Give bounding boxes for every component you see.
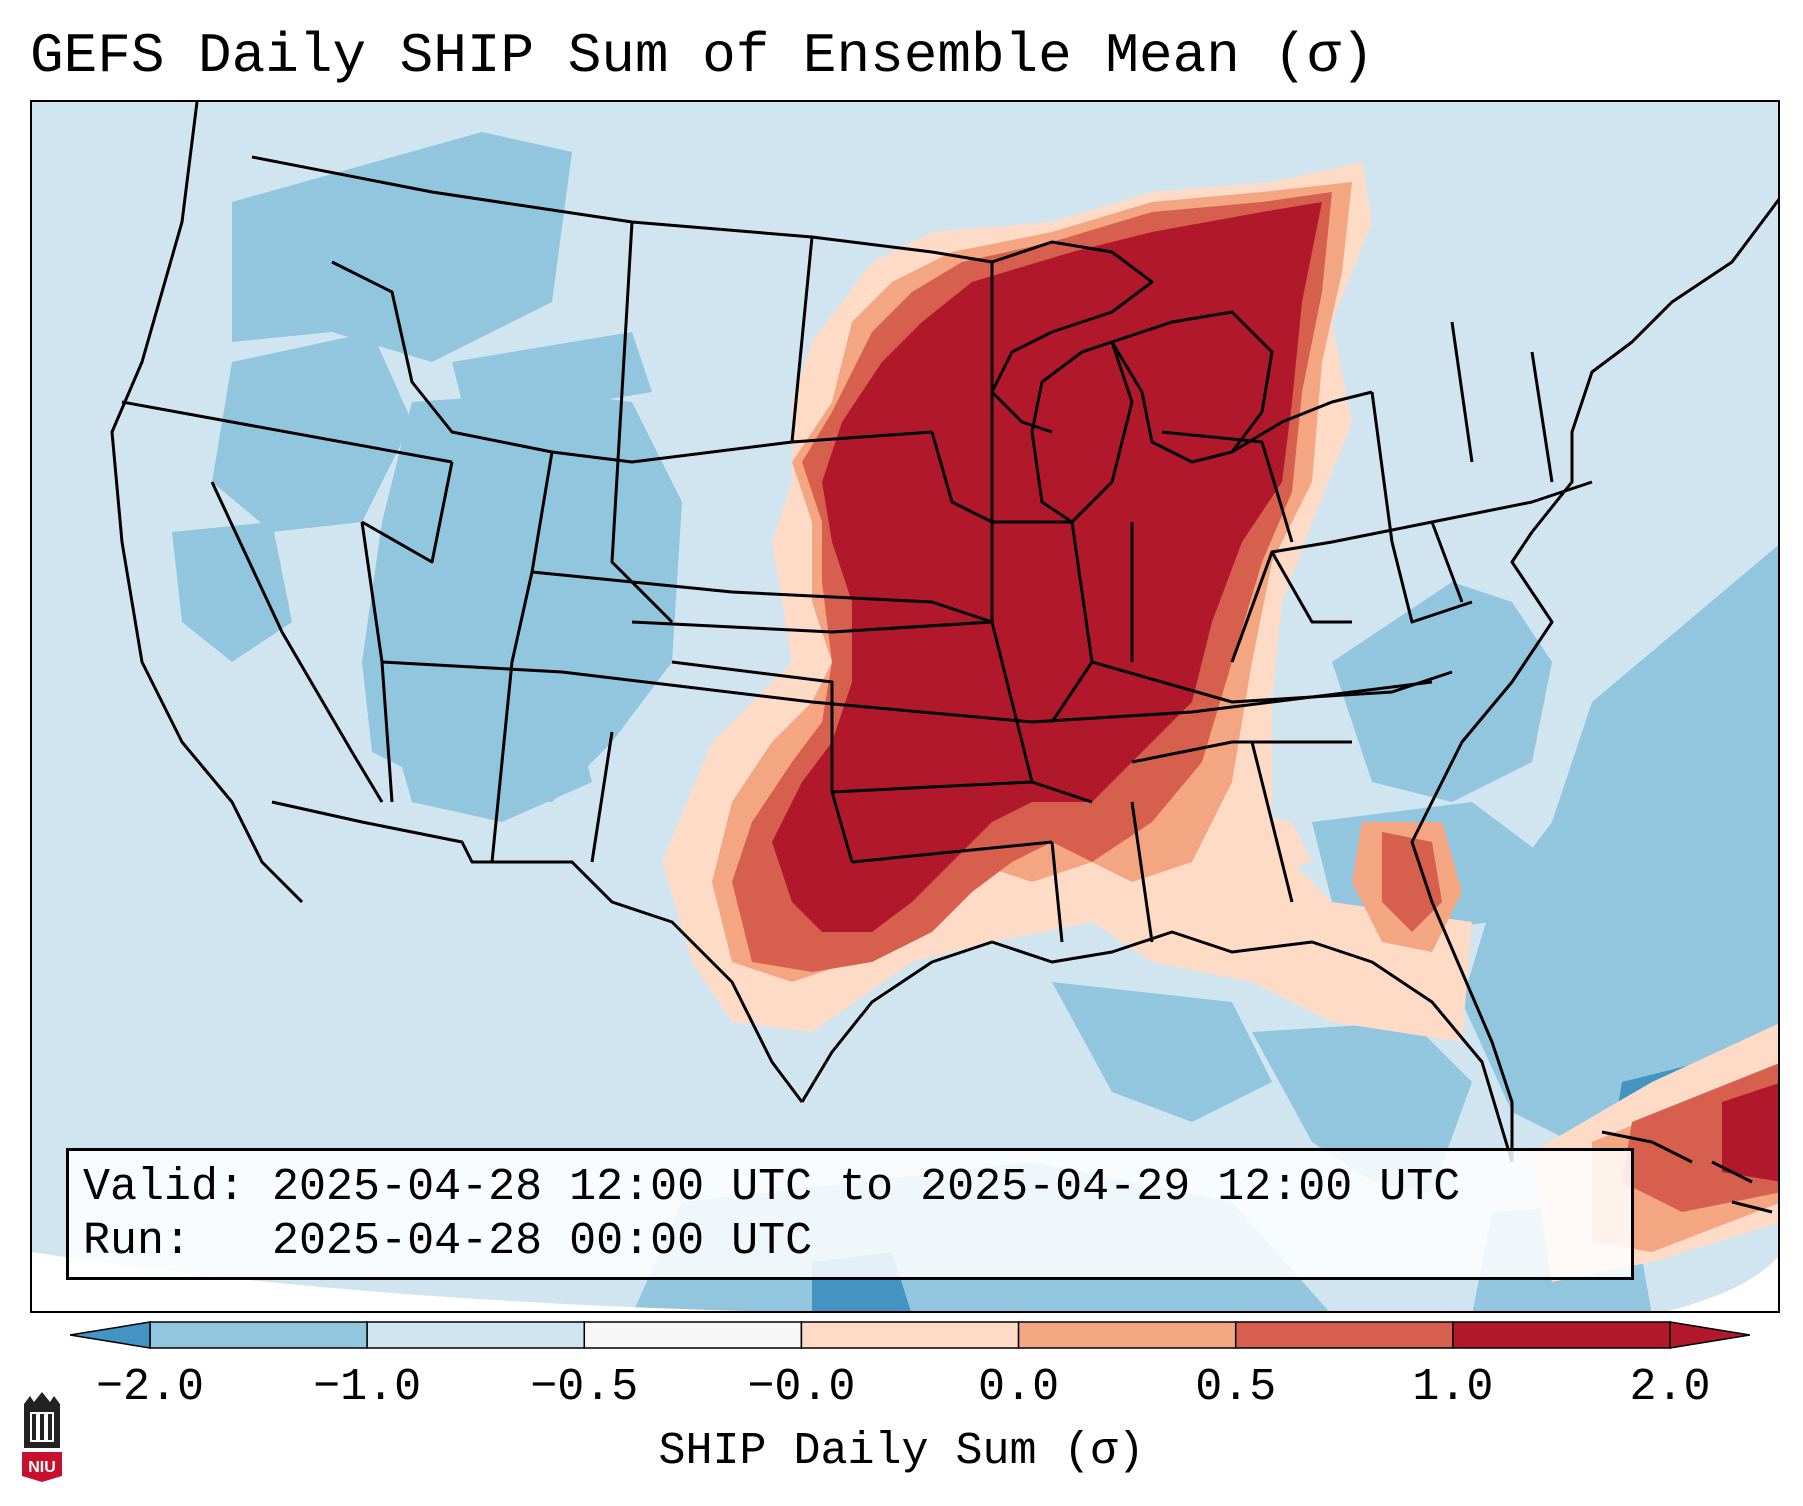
colorbar-tick-label: −2.0 bbox=[95, 1362, 205, 1413]
colorbar-tick-label: 2.0 bbox=[1629, 1362, 1711, 1413]
state-borders bbox=[110, 102, 1778, 1163]
map-panel bbox=[30, 100, 1780, 1313]
colorbar-tick-label: 1.0 bbox=[1412, 1362, 1494, 1413]
colorbar-segment bbox=[1234, 1321, 1454, 1349]
validity-info-box: Valid: 2025-04-28 12:00 UTC to 2025-04-2… bbox=[66, 1148, 1634, 1280]
colorbar-label: SHIP Daily Sum (σ) bbox=[658, 1426, 1145, 1477]
colorbar-extend-low bbox=[70, 1321, 151, 1349]
colorbar-segment bbox=[366, 1321, 586, 1349]
valid-label: Valid: bbox=[83, 1162, 246, 1213]
colorbar-segment bbox=[149, 1321, 368, 1349]
caribbean-islands bbox=[1601, 1130, 1773, 1214]
domain-edge-left bbox=[32, 1252, 743, 1311]
extreme-above-regions bbox=[772, 202, 1778, 1182]
run-label: Run: bbox=[83, 1216, 192, 1267]
colorbar-tick-label: 0.0 bbox=[978, 1362, 1060, 1413]
run-value: 2025-04-28 00:00 UTC bbox=[272, 1216, 813, 1267]
colorbar-tick-label: −1.0 bbox=[313, 1362, 422, 1413]
map-svg bbox=[32, 102, 1778, 1311]
valid-value: 2025-04-28 12:00 UTC to 2025-04-29 12:00… bbox=[272, 1162, 1461, 1213]
niu-logo-text: NIU bbox=[28, 1459, 56, 1476]
colorbar-segment bbox=[800, 1321, 1020, 1349]
map-title: GEFS Daily SHIP Sum of Ensemble Mean (σ) bbox=[30, 24, 1375, 88]
colorbar-extend-high bbox=[1669, 1321, 1750, 1349]
domain-edge-right bbox=[1668, 1256, 1778, 1311]
colorbar bbox=[70, 1321, 1750, 1349]
niu-logo: NIU bbox=[22, 1392, 62, 1482]
colorbar-tick-label: −0.0 bbox=[747, 1362, 856, 1413]
colorbar-segment bbox=[583, 1321, 803, 1349]
colorbar-segment bbox=[1452, 1321, 1671, 1349]
colorbar-segment bbox=[1017, 1321, 1237, 1349]
colorbar-tick-label: 0.5 bbox=[1195, 1362, 1277, 1413]
colorbar-tick-label: −0.5 bbox=[530, 1362, 639, 1413]
